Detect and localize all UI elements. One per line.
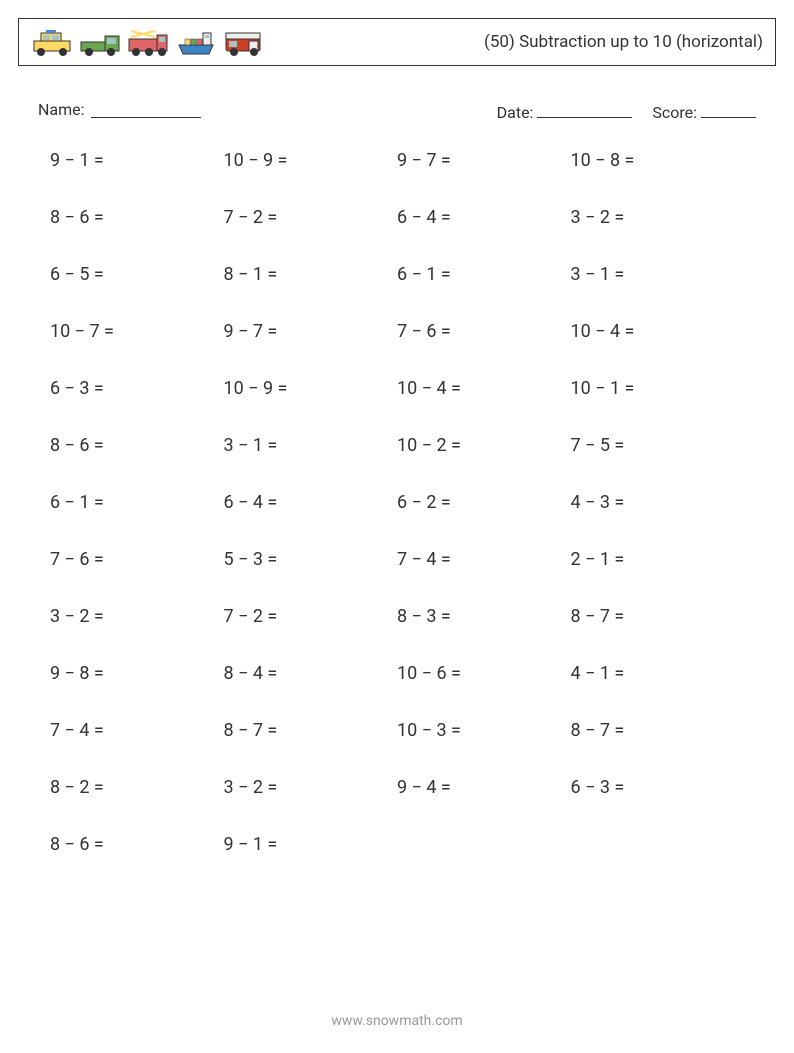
problems-grid: 9 − 1 =10 − 9 =9 − 7 =10 − 8 =8 − 6 =7 −…	[50, 150, 744, 855]
problem-cell: 8 − 6 =	[50, 834, 224, 855]
problem-cell: 10 − 3 =	[397, 720, 571, 741]
problem-cell: 4 − 3 =	[571, 492, 745, 513]
problem-cell: 9 − 1 =	[50, 150, 224, 171]
problem-cell: 6 − 3 =	[571, 777, 745, 798]
date-field: Date:	[497, 100, 633, 122]
problem-cell	[571, 834, 745, 855]
date-label: Date:	[497, 103, 534, 122]
problem-cell: 7 − 6 =	[50, 549, 224, 570]
problem-cell: 7 − 2 =	[224, 207, 398, 228]
vehicle-icons	[31, 27, 265, 57]
score-blank	[701, 100, 756, 118]
problem-cell: 8 − 7 =	[571, 606, 745, 627]
problem-cell: 6 − 5 =	[50, 264, 224, 285]
problem-cell: 10 − 7 =	[50, 321, 224, 342]
problem-cell: 2 − 1 =	[571, 549, 745, 570]
problem-cell: 10 − 8 =	[571, 150, 745, 171]
problem-cell: 8 − 7 =	[571, 720, 745, 741]
header-box: (50) Subtraction up to 10 (horizontal)	[18, 18, 776, 66]
name-label: Name:	[38, 100, 85, 122]
problem-cell: 8 − 1 =	[224, 264, 398, 285]
problem-cell: 7 − 4 =	[50, 720, 224, 741]
problem-cell: 3 − 2 =	[224, 777, 398, 798]
name-field: Name:	[38, 100, 201, 122]
name-blank	[91, 100, 201, 118]
problem-cell: 10 − 4 =	[571, 321, 745, 342]
score-label: Score:	[652, 103, 697, 122]
problem-cell: 8 − 6 =	[50, 435, 224, 456]
problem-cell	[397, 834, 571, 855]
problem-cell: 7 − 5 =	[571, 435, 745, 456]
problem-cell: 7 − 6 =	[397, 321, 571, 342]
problem-cell: 6 − 2 =	[397, 492, 571, 513]
problem-cell: 5 − 3 =	[224, 549, 398, 570]
problem-cell: 10 − 1 =	[571, 378, 745, 399]
date-blank	[537, 100, 632, 118]
problem-cell: 9 − 7 =	[397, 150, 571, 171]
info-row: Name: Date: Score:	[38, 100, 756, 122]
footer-text: www.snowmath.com	[0, 1013, 794, 1029]
problem-cell: 3 − 2 =	[571, 207, 745, 228]
problem-cell: 8 − 4 =	[224, 663, 398, 684]
problem-cell: 9 − 7 =	[224, 321, 398, 342]
pickup-truck-icon	[79, 27, 121, 57]
problem-cell: 7 − 2 =	[224, 606, 398, 627]
problem-cell: 10 − 9 =	[224, 378, 398, 399]
problem-cell: 9 − 4 =	[397, 777, 571, 798]
problem-cell: 3 − 1 =	[224, 435, 398, 456]
taxi-icon	[31, 27, 73, 57]
problem-cell: 6 − 4 =	[397, 207, 571, 228]
problem-cell: 6 − 1 =	[50, 492, 224, 513]
problem-cell: 8 − 2 =	[50, 777, 224, 798]
problem-cell: 6 − 1 =	[397, 264, 571, 285]
problem-cell: 8 − 6 =	[50, 207, 224, 228]
problem-cell: 8 − 7 =	[224, 720, 398, 741]
problem-cell: 3 − 2 =	[50, 606, 224, 627]
problem-cell: 3 − 1 =	[571, 264, 745, 285]
problem-cell: 9 − 1 =	[224, 834, 398, 855]
fire-truck-icon	[127, 27, 169, 57]
camper-van-icon	[223, 27, 265, 57]
problem-cell: 6 − 4 =	[224, 492, 398, 513]
problem-cell: 10 − 2 =	[397, 435, 571, 456]
problem-cell: 10 − 9 =	[224, 150, 398, 171]
problem-cell: 6 − 3 =	[50, 378, 224, 399]
problem-cell: 9 − 8 =	[50, 663, 224, 684]
cargo-ship-icon	[175, 27, 217, 57]
score-field: Score:	[652, 100, 756, 122]
problem-cell: 4 − 1 =	[571, 663, 745, 684]
worksheet-title: (50) Subtraction up to 10 (horizontal)	[484, 32, 763, 52]
problem-cell: 10 − 6 =	[397, 663, 571, 684]
problem-cell: 7 − 4 =	[397, 549, 571, 570]
problem-cell: 10 − 4 =	[397, 378, 571, 399]
problem-cell: 8 − 3 =	[397, 606, 571, 627]
